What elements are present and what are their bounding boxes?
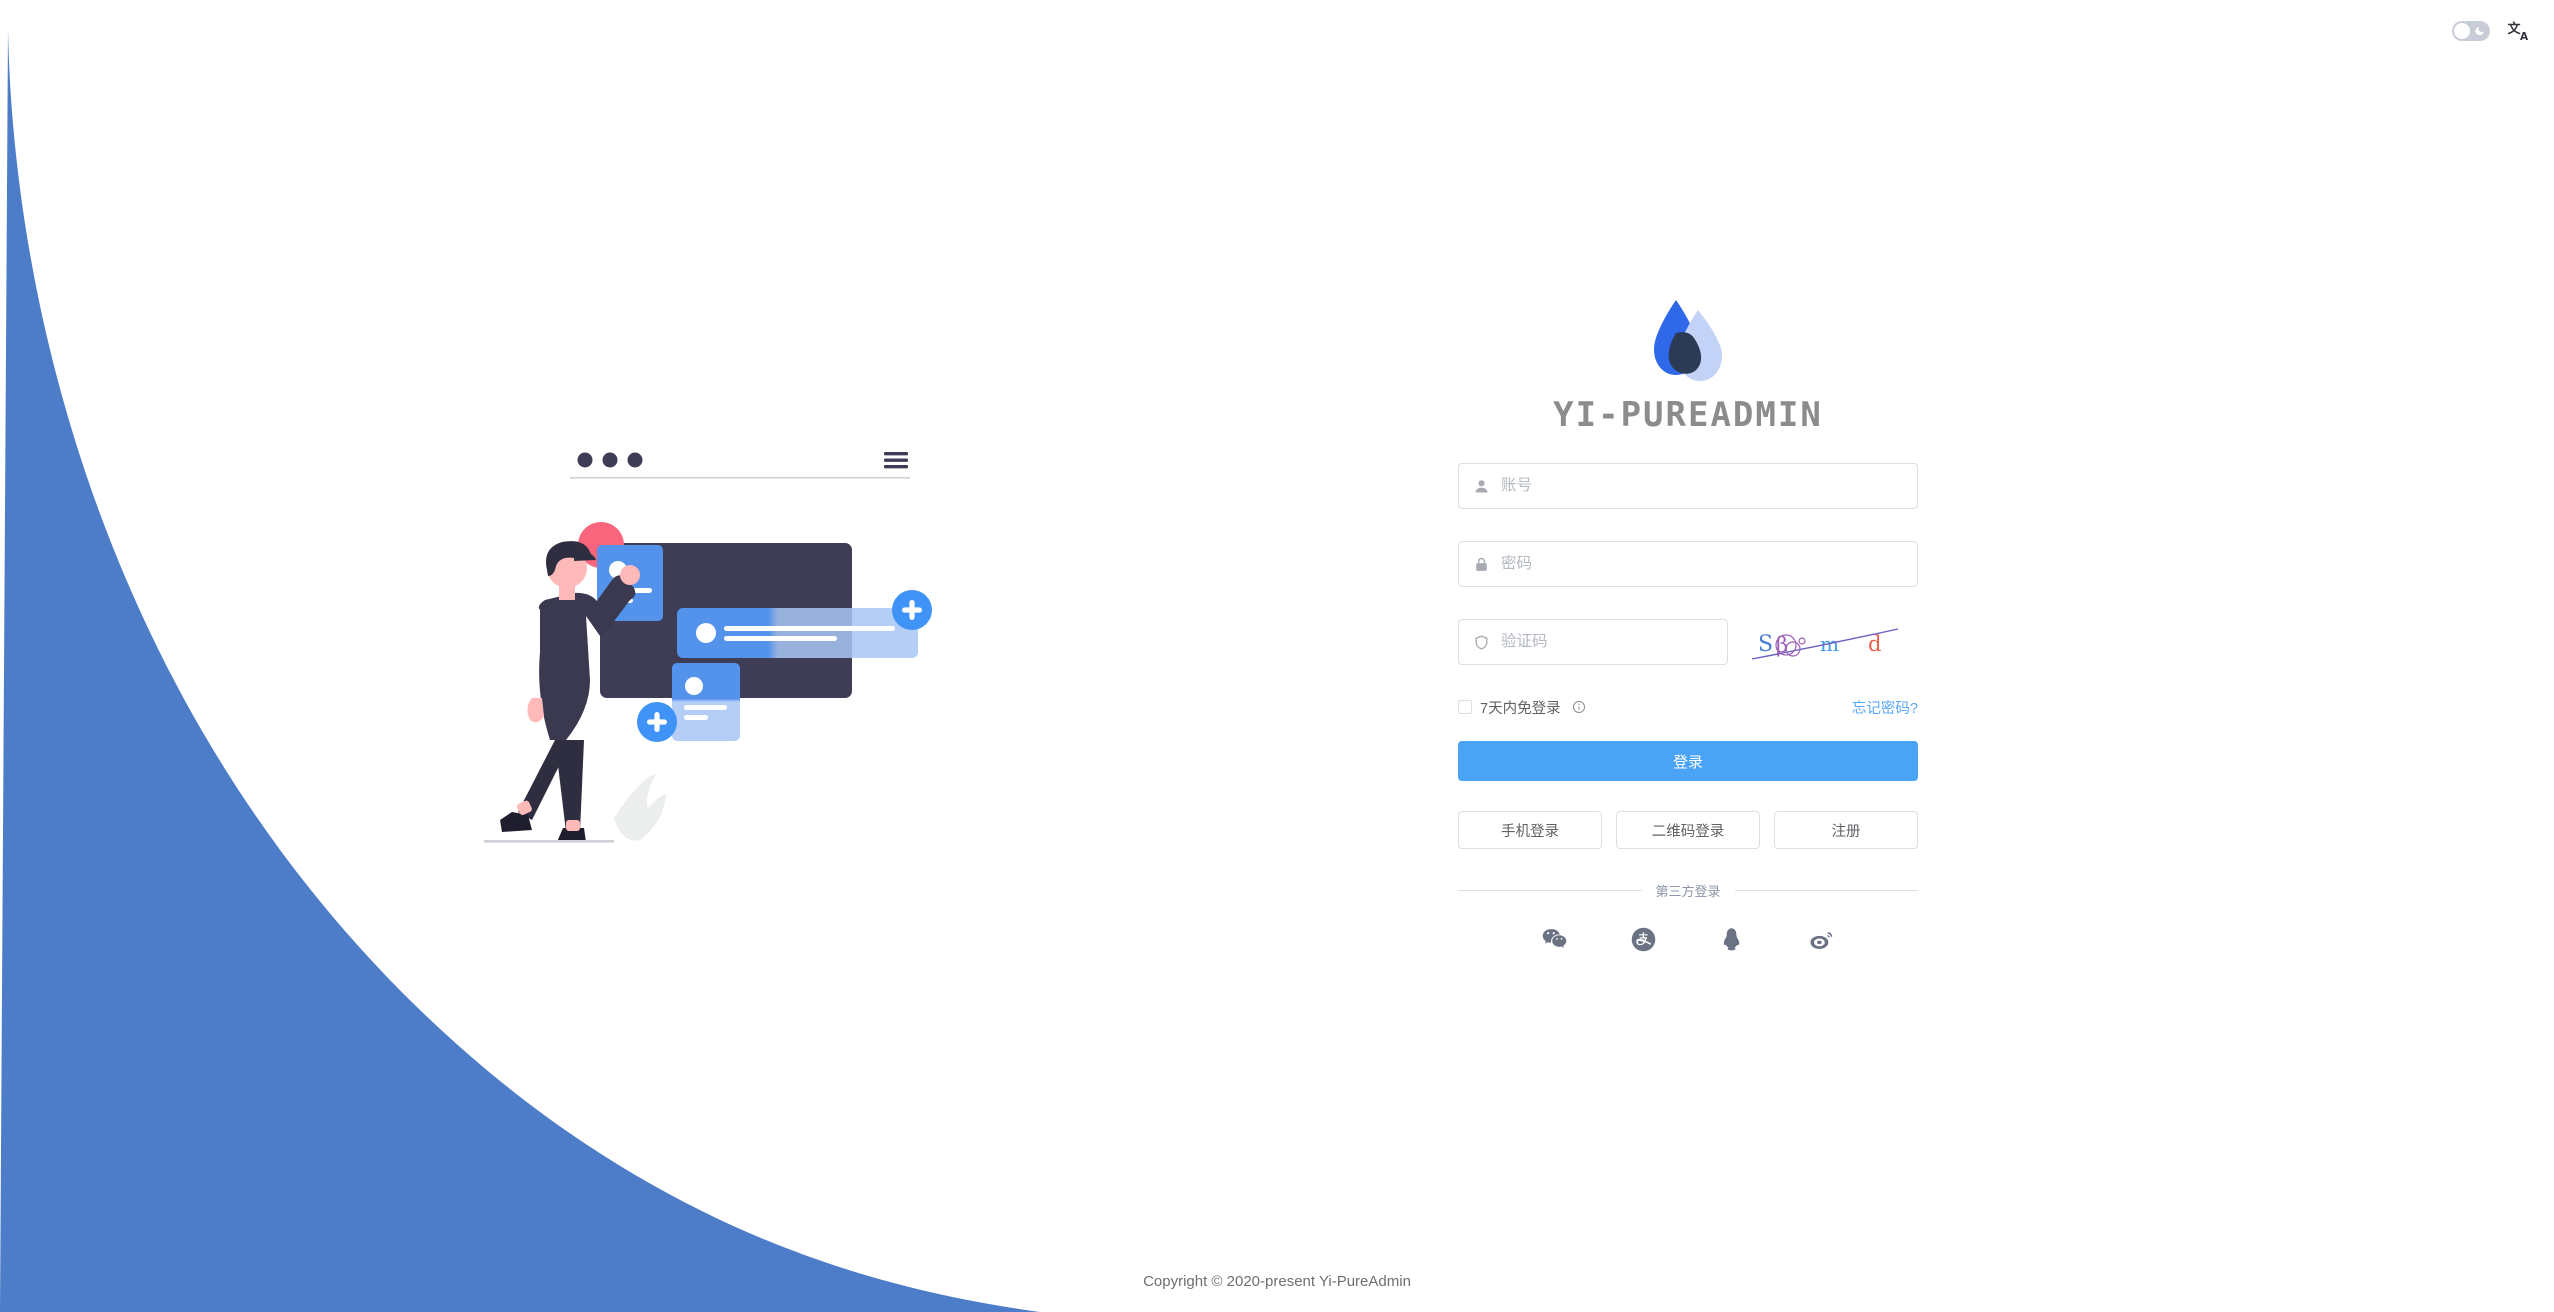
captcha-input[interactable] <box>1501 633 1713 651</box>
card-bottom-middle <box>672 663 740 741</box>
hamburger-menu-icon <box>884 452 908 469</box>
username-input[interactable] <box>1501 477 1903 495</box>
password-input[interactable] <box>1501 555 1903 573</box>
register-button[interactable]: 注册 <box>1774 811 1918 849</box>
alt-login-buttons: 手机登录 二维码登录 注册 <box>1458 811 1918 849</box>
third-party-divider: 第三方登录 <box>1458 881 1919 900</box>
forgot-password-link[interactable]: 忘记密码? <box>1851 700 1918 717</box>
qrcode-login-button[interactable]: 二维码登录 <box>1616 811 1760 849</box>
person-organizing-cards-illustration <box>484 452 932 843</box>
checkbox-box[interactable] <box>1458 700 1472 714</box>
captcha-image[interactable]: S β m d <box>1750 619 1900 665</box>
password-field[interactable] <box>1458 541 1918 587</box>
info-icon[interactable] <box>1572 700 1586 714</box>
remember-me-checkbox[interactable]: 7天内免登录 <box>1458 697 1586 718</box>
plus-button-left[interactable] <box>637 702 677 742</box>
alipay-icon[interactable] <box>1630 926 1657 953</box>
divider-line-left <box>1458 890 1642 891</box>
water-drop-logo <box>1654 300 1722 381</box>
phone-login-button[interactable]: 手机登录 <box>1458 811 1602 849</box>
third-party-icons <box>1458 926 1918 953</box>
qq-icon[interactable] <box>1719 926 1746 953</box>
moon-icon <box>2475 26 2484 36</box>
third-party-label: 第三方登录 <box>1655 884 1721 899</box>
logo-container <box>1458 295 1918 389</box>
svg-text:d: d <box>1868 632 1881 656</box>
top-controls: 文 A <box>2452 18 2532 44</box>
page-title: YI-PUREADMIN <box>1553 395 1823 435</box>
svg-text:S: S <box>1758 632 1773 657</box>
svg-text:β: β <box>1776 633 1788 657</box>
wechat-icon[interactable] <box>1541 926 1568 953</box>
svg-text:A: A <box>2520 31 2529 43</box>
browser-chrome <box>570 452 910 479</box>
svg-text:文: 文 <box>2508 21 2522 37</box>
toggle-knob <box>2454 23 2470 39</box>
language-switch-icon[interactable]: 文 A <box>2506 18 2532 44</box>
weibo-icon[interactable] <box>1808 926 1835 953</box>
login-button[interactable]: 登录 <box>1458 741 1918 781</box>
footer-copyright: Copyright © 2020-present Yi-PureAdmin <box>1143 1273 1411 1290</box>
ground-line <box>484 840 614 843</box>
remember-me-label: 7天内免登录 <box>1480 700 1561 717</box>
leaf-decoration <box>614 774 666 841</box>
plus-button-right[interactable] <box>892 590 932 630</box>
shield-icon <box>1473 634 1490 651</box>
captcha-field[interactable] <box>1458 619 1728 665</box>
user-icon <box>1473 478 1490 495</box>
dark-mode-toggle[interactable] <box>2452 21 2490 41</box>
card-right-wide <box>677 608 918 658</box>
options-row: 7天内免登录 忘记密码? <box>1458 697 1918 717</box>
divider-line-right <box>1734 890 1919 891</box>
login-panel: YI-PUREADMIN <box>1458 295 1919 953</box>
username-field[interactable] <box>1458 463 1918 509</box>
captcha-row: S β m d <box>1458 619 1918 665</box>
lock-icon <box>1473 556 1490 573</box>
